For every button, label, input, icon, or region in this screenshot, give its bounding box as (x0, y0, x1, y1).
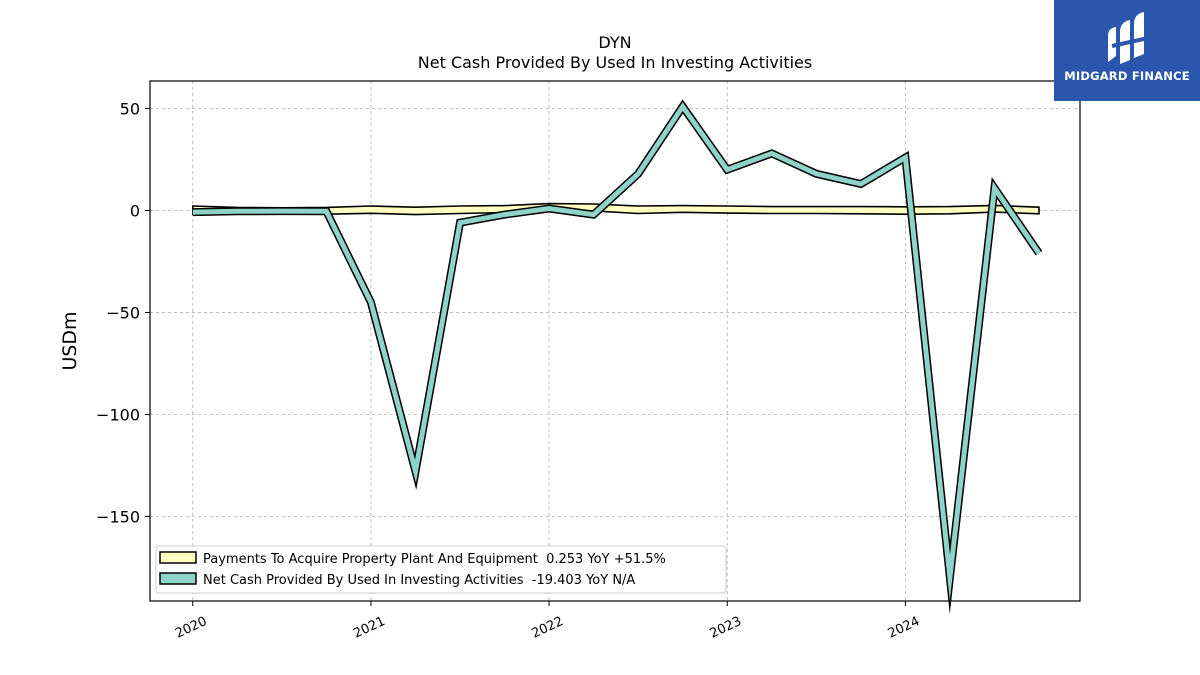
y-axis-ticks: 50 0 −50 −100 −150 (96, 100, 150, 526)
y-tick-label: 50 (120, 100, 140, 119)
x-axis-ticks: 2020 2021 2022 2023 2024 (173, 601, 922, 642)
legend-label-investing: Net Cash Provided By Used In Investing A… (203, 573, 635, 588)
x-tick-label: 2021 (351, 614, 387, 642)
series-line-investing (192, 102, 1042, 601)
series-layer (192, 99, 1043, 615)
y-tick-label: −150 (96, 507, 140, 526)
legend-label-capex: Payments To Acquire Property Plant And E… (203, 552, 666, 567)
x-tick-label: 2022 (529, 614, 565, 642)
chart-title: DYN (598, 33, 631, 52)
legend: Payments To Acquire Property Plant And E… (155, 545, 727, 594)
y-tick-label: −50 (106, 303, 140, 322)
series-band-capex (192, 202, 1040, 216)
brand-name: MIDGARD FINANCE (1064, 69, 1190, 83)
plot-frame (149, 80, 1081, 602)
series-line-investing-outline (192, 99, 1043, 615)
x-tick-label: 2020 (173, 614, 209, 642)
x-tick-label: 2024 (886, 614, 922, 642)
chart-subtitle: Net Cash Provided By Used In Investing A… (418, 53, 812, 72)
legend-swatch-capex (159, 551, 197, 564)
brand-logo: MIDGARD FINANCE (1054, 0, 1200, 101)
midgard-logo-icon (1108, 12, 1149, 64)
y-tick-label: −100 (96, 405, 140, 424)
y-tick-label: 0 (130, 201, 140, 220)
legend-box (155, 545, 727, 594)
legend-swatch-investing (159, 572, 197, 585)
x-tick-label: 2023 (708, 614, 744, 642)
y-axis-label: USDm (59, 311, 81, 370)
